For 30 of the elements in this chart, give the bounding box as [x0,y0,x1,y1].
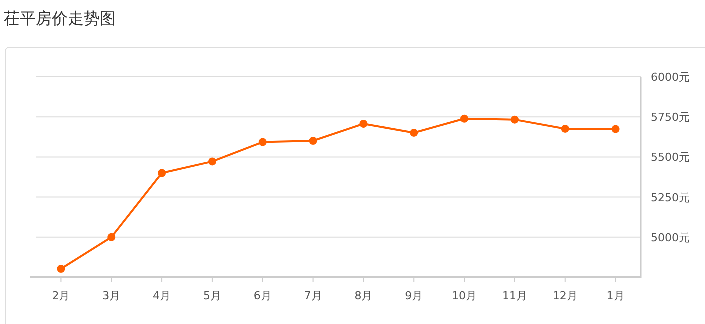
x-tick-label: 7月 [304,290,322,302]
point [410,128,418,137]
point [258,138,267,146]
x-tick-label: 5月 [203,290,222,302]
point [460,114,469,123]
y-tick-label: 5000元 [651,231,690,244]
point [360,120,368,128]
y-tick-label: 5750元 [651,111,690,124]
point [612,125,620,134]
y-tick-label: 5250元 [651,191,690,204]
x-tick-label: 9月 [405,290,424,302]
title: 茌平房价走势图 [4,9,116,28]
x-tick-label: 1月 [606,290,625,302]
y-tick-label: 6000元 [651,71,690,84]
point [158,169,166,178]
point [561,124,570,133]
point [108,233,116,242]
x-tick-label: 10月 [452,290,478,302]
x-tick-label: 4月 [153,290,172,302]
x-tick-label: 6月 [254,290,272,302]
x-tick-label: 3月 [102,290,121,302]
point [208,158,216,166]
point [309,137,318,145]
point [510,116,519,124]
y-tick-label: 5500元 [651,151,690,164]
x-tick-label: 2月 [52,290,70,302]
x-tick-label: 11月 [502,290,528,302]
point [57,265,66,273]
x-tick-label: 12月 [552,290,578,302]
x-tick-label: 8月 [354,290,373,302]
